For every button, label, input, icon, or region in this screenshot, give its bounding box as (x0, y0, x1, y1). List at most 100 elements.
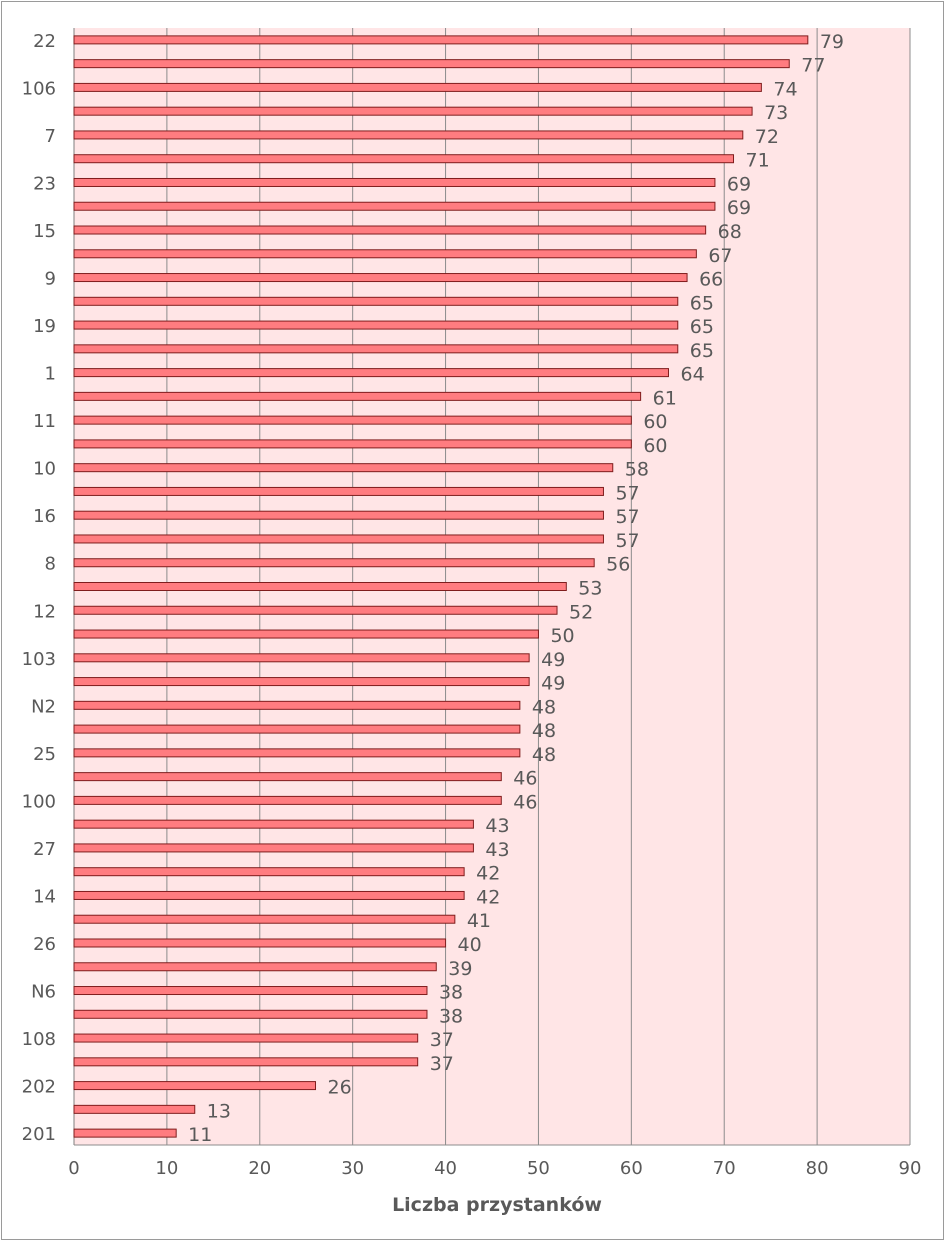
bar (73, 772, 502, 782)
bar (73, 1104, 196, 1114)
category-label: 19 (33, 316, 56, 337)
data-label: 57 (615, 482, 639, 504)
x-tick-label: 30 (341, 1158, 364, 1179)
category-label: 14 (33, 886, 56, 907)
category-label: 16 (33, 506, 56, 527)
category-label: 1 (45, 364, 56, 385)
x-tick-label: 10 (155, 1158, 178, 1179)
data-label: 43 (485, 839, 509, 861)
bar (73, 558, 595, 568)
data-label: 49 (541, 673, 565, 695)
x-tick-label: 80 (806, 1158, 829, 1179)
data-label: 67 (708, 245, 732, 267)
data-label: 71 (746, 150, 770, 172)
data-label: 58 (625, 459, 649, 481)
data-label: 43 (485, 815, 509, 837)
data-label: 42 (476, 886, 500, 908)
bar (73, 1081, 317, 1091)
x-tick-label: 0 (68, 1158, 79, 1179)
bar (73, 700, 521, 710)
data-label: 48 (532, 744, 556, 766)
data-label: 57 (615, 530, 639, 552)
bar (73, 177, 716, 187)
data-label: 41 (467, 910, 491, 932)
data-label: 13 (207, 1100, 231, 1122)
data-label: 68 (718, 221, 742, 243)
bar (73, 1033, 419, 1043)
data-label: 72 (755, 126, 779, 148)
bar (73, 59, 790, 69)
data-label: 42 (476, 863, 500, 885)
data-label: 56 (606, 554, 630, 576)
category-label: 12 (33, 601, 56, 622)
bar (73, 463, 614, 473)
bar (73, 320, 679, 330)
data-label: 77 (801, 55, 825, 77)
category-label: 201 (22, 1124, 56, 1145)
data-label: 49 (541, 649, 565, 671)
bar (73, 914, 456, 924)
data-label: 60 (643, 435, 667, 457)
category-label: N6 (31, 982, 56, 1003)
category-labels: 22106723159191111016812103N225100271426N… (22, 31, 56, 1145)
bar (73, 415, 632, 425)
bar (73, 391, 642, 401)
data-label: 60 (643, 411, 667, 433)
bar (73, 130, 744, 140)
bar (73, 677, 530, 687)
category-label: 9 (45, 269, 56, 290)
data-label: 53 (578, 578, 602, 600)
bar (73, 653, 530, 663)
data-label: 46 (513, 768, 537, 790)
bar (73, 986, 428, 996)
bar (73, 368, 669, 378)
category-label: 25 (33, 744, 56, 765)
category-label: 11 (33, 411, 56, 432)
value-labels: 7977747372716969686766656565646160605857… (188, 31, 844, 1146)
data-label: 57 (615, 506, 639, 528)
bars (73, 35, 809, 1138)
bar (73, 225, 707, 235)
bar (73, 819, 474, 829)
data-label: 79 (820, 31, 844, 53)
bar (73, 748, 521, 758)
category-label: 100 (22, 791, 56, 812)
category-label: 26 (33, 934, 56, 955)
category-label: 27 (33, 839, 56, 860)
data-label: 48 (532, 720, 556, 742)
category-label: 108 (22, 1029, 56, 1050)
bar (73, 938, 447, 948)
category-label: 15 (33, 221, 56, 242)
data-label: 38 (439, 1005, 463, 1027)
bar (73, 486, 604, 496)
data-label: 69 (727, 197, 751, 219)
bar (73, 439, 632, 449)
x-tick-labels: 0 10 20 30 40 50 60 70 80 90 (68, 1158, 921, 1179)
data-label: 40 (458, 934, 482, 956)
bar (73, 843, 474, 853)
data-label: 26 (328, 1077, 352, 1099)
bar (73, 629, 539, 639)
category-label: 103 (22, 649, 56, 670)
bar (73, 605, 558, 615)
data-label: 66 (699, 269, 723, 291)
bar (73, 962, 437, 972)
data-label: 48 (532, 696, 556, 718)
x-tick-label: 20 (248, 1158, 271, 1179)
data-label: 11 (188, 1124, 212, 1146)
bar (73, 510, 604, 520)
bar (73, 82, 762, 92)
bar (73, 890, 465, 900)
bar (73, 1009, 428, 1019)
data-label: 61 (653, 387, 677, 409)
x-tick-label: 70 (713, 1158, 736, 1179)
bar (73, 201, 716, 211)
bar (73, 582, 567, 591)
category-label: N2 (31, 696, 56, 717)
x-axis-title: Liczba przystanków (392, 1194, 602, 1216)
bar (73, 795, 502, 805)
data-label: 65 (690, 292, 714, 314)
bar (73, 1057, 419, 1067)
